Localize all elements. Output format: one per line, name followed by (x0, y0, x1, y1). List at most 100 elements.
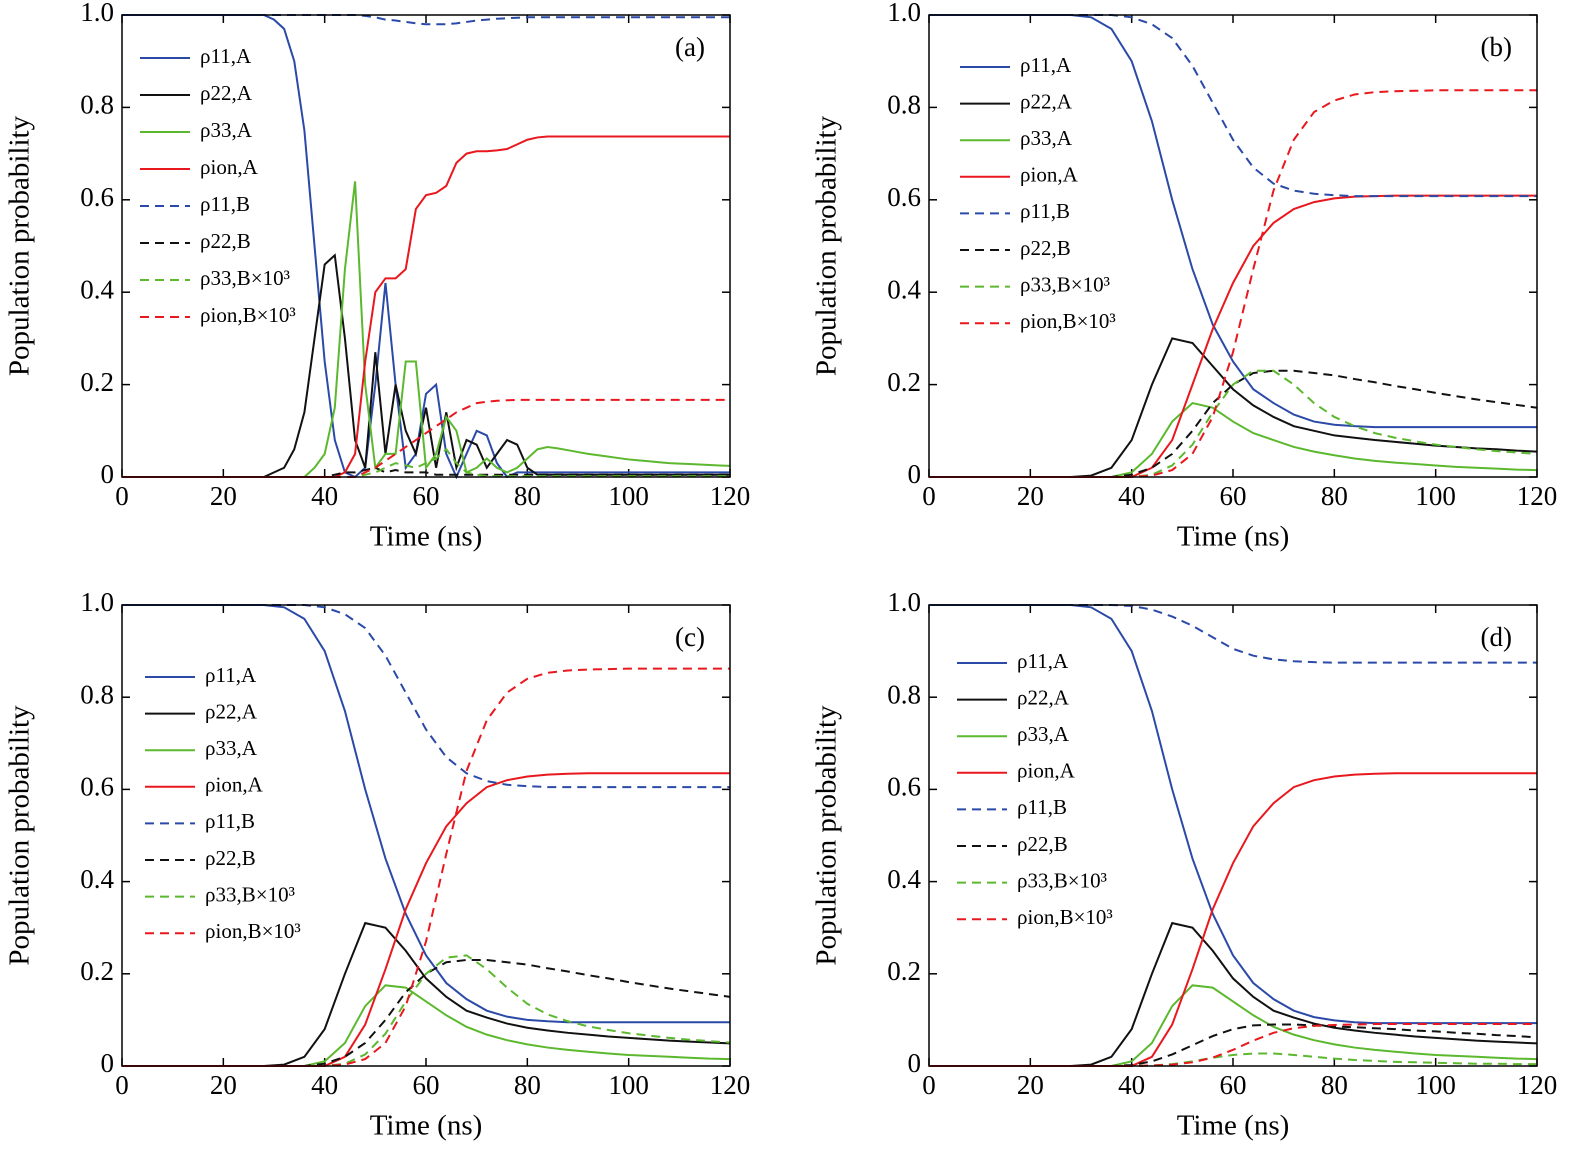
y-tick-label: 0.8 (887, 90, 921, 120)
x-tick-label: 20 (1017, 1070, 1044, 1100)
axes-frame (121, 14, 731, 478)
y-tick-label: 0.2 (887, 367, 921, 397)
x-tick-label: 100 (1415, 481, 1456, 511)
series-line (929, 89, 1537, 478)
y-tick-label: 1.0 (887, 0, 921, 27)
panel: 0 20 40 60 80 100 120 0 0.2 0.4 0.6 0.8 1.0 Time (ns)… (811, 587, 1558, 1141)
x-tick-label: 80 (514, 1070, 541, 1100)
series-line (122, 398, 730, 478)
legend-label: ρ33,B×10³ (1020, 272, 1110, 296)
series-line (929, 337, 1537, 478)
x-tick-label: 120 (1517, 1070, 1558, 1100)
panel: 0 20 40 60 80 100 120 0 0.2 0.4 0.6 0.8 1.0 Time (ns)… (811, 0, 1558, 553)
y-tick-label: 0.8 (80, 90, 114, 120)
legend-label: ρion,B×10³ (205, 919, 301, 943)
x-tick-label: 20 (1017, 481, 1044, 511)
legend-label: ρ33,A (200, 118, 253, 142)
x-tick-label: 20 (210, 481, 237, 511)
y-axis-label: Population probability (811, 705, 843, 966)
axes-frame (928, 14, 1538, 478)
y-tick-label: 0.4 (80, 274, 114, 304)
y-axis-label: Population probability (4, 115, 36, 376)
panel: 0 20 40 60 80 100 120 0 0.2 0.4 0.6 0.8 1.0 Time (ns)… (4, 0, 751, 553)
y-tick-label: 0.2 (80, 956, 114, 986)
series-line (929, 1052, 1537, 1067)
y-tick-label: 0.8 (887, 679, 921, 709)
y-axis-label: Population probability (4, 705, 36, 966)
y-tick-label: 1.0 (80, 0, 114, 27)
panel-label: (d) (1481, 622, 1512, 652)
y-tick-label: 0.6 (887, 182, 921, 212)
x-tick-label: 100 (608, 1070, 649, 1100)
axes-frame (928, 604, 1538, 1067)
axes-frame (121, 604, 731, 1067)
series-line (122, 447, 730, 478)
x-tick-label: 120 (710, 1070, 751, 1100)
legend-label: ρion,B×10³ (1017, 905, 1113, 929)
x-tick-label: 40 (1118, 481, 1145, 511)
legend-label: ρion,B×10³ (1020, 309, 1116, 333)
legend-label: ρion,A (1020, 163, 1079, 187)
x-tick-label: 80 (1321, 1070, 1348, 1100)
y-tick-label: 0.2 (887, 956, 921, 986)
legend-label: ρion,A (200, 155, 259, 179)
y-tick-label: 0.4 (887, 864, 921, 894)
y-tick-label: 0.6 (887, 772, 921, 802)
x-tick-label: 80 (514, 481, 541, 511)
legend-label: ρ22,A (1020, 89, 1073, 113)
series-line (929, 984, 1537, 1067)
legend-label: ρ11,A (200, 44, 252, 68)
x-axis-label: Time (ns) (370, 521, 483, 553)
x-axis-label: Time (ns) (1177, 1110, 1290, 1142)
series-line (929, 1023, 1537, 1067)
y-tick-label: 0 (908, 459, 922, 489)
x-tick-label: 80 (1321, 481, 1348, 511)
series-line (122, 14, 730, 26)
legend-label: ρ22,A (1017, 685, 1070, 709)
panel-label: (b) (1481, 32, 1512, 62)
series-line (929, 401, 1537, 478)
y-tick-label: 1.0 (80, 587, 114, 617)
x-tick-label: 100 (608, 481, 649, 511)
x-tick-label: 0 (115, 481, 129, 511)
x-tick-label: 120 (710, 481, 751, 511)
x-tick-label: 0 (922, 481, 936, 511)
x-tick-label: 0 (115, 1070, 129, 1100)
x-tick-label: 40 (1118, 1070, 1145, 1100)
y-axis-label: Population probability (811, 115, 843, 376)
legend-label: ρ11,A (205, 663, 257, 687)
y-tick-label: 0.4 (887, 274, 921, 304)
legend-label: ρ22,B (1017, 832, 1068, 856)
y-tick-label: 0.4 (80, 864, 114, 894)
legend-label: ρ11,A (1020, 53, 1072, 77)
legend-label: ρ11,A (1017, 649, 1069, 673)
legend-label: ρion,B×10³ (200, 303, 296, 327)
x-tick-label: 60 (413, 1070, 440, 1100)
legend-label: ρ11,B (205, 809, 255, 833)
y-tick-label: 0.6 (80, 772, 114, 802)
panel: 0 20 40 60 80 100 120 0 0.2 0.4 0.6 0.8 1.0 Time (ns)… (4, 587, 751, 1141)
x-tick-label: 100 (1415, 1070, 1456, 1100)
panel-label: (c) (675, 622, 705, 652)
legend-label: ρ22,B (205, 846, 256, 870)
legend-label: ρ22,B (1020, 236, 1071, 260)
series-line (929, 369, 1537, 478)
series-line (122, 667, 730, 1067)
x-tick-label: 60 (413, 481, 440, 511)
series-line (122, 954, 730, 1067)
x-axis-label: Time (ns) (370, 1110, 483, 1142)
series-line (929, 1023, 1537, 1067)
series-line (929, 604, 1537, 664)
y-tick-label: 0 (101, 1048, 115, 1078)
y-tick-label: 0.2 (80, 367, 114, 397)
series-line (929, 14, 1537, 198)
series-line (122, 604, 730, 789)
legend-label: ρ33,B×10³ (200, 266, 290, 290)
legend-label: ρ11,B (1020, 199, 1070, 223)
series-line (122, 958, 730, 1067)
y-tick-label: 0 (101, 459, 115, 489)
x-tick-label: 20 (210, 1070, 237, 1100)
legend-label: ρ33,A (1017, 722, 1070, 746)
legend-label: ρ11,B (1017, 795, 1067, 819)
